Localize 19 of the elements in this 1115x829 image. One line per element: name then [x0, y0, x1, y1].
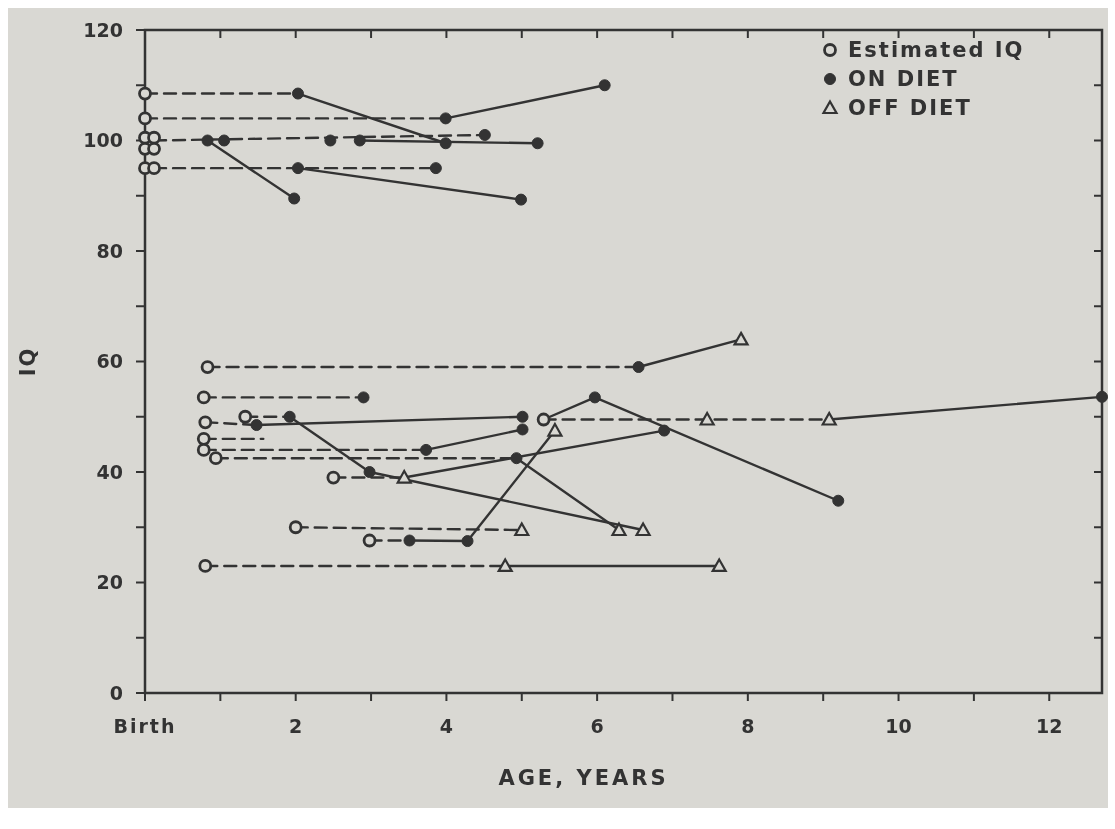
x-tick-label: Birth — [113, 715, 177, 737]
x-tick-label: 6 — [590, 715, 604, 737]
y-tick-label: 80 — [96, 239, 123, 262]
y-tick-label: 100 — [83, 129, 123, 152]
y-tick-label: 0 — [109, 681, 123, 704]
x-tick-label: 8 — [741, 715, 755, 737]
legend-label: OFF DIET — [848, 96, 972, 121]
legend-label: Estimated IQ — [848, 38, 1025, 63]
y-axis-title: IQ — [16, 346, 40, 377]
legend-label: ON DIET — [848, 67, 959, 92]
x-axis-title: AGE, YEARS — [498, 766, 669, 790]
y-tick-label: 120 — [83, 18, 123, 41]
x-tick-label: 12 — [1036, 715, 1063, 737]
y-tick-label: 60 — [96, 350, 123, 373]
x-tick-label: 2 — [289, 715, 303, 737]
y-tick-label: 40 — [96, 460, 123, 483]
x-tick-label: 10 — [885, 715, 912, 737]
y-tick-label: 20 — [96, 571, 123, 594]
x-tick-label: 4 — [439, 715, 454, 737]
